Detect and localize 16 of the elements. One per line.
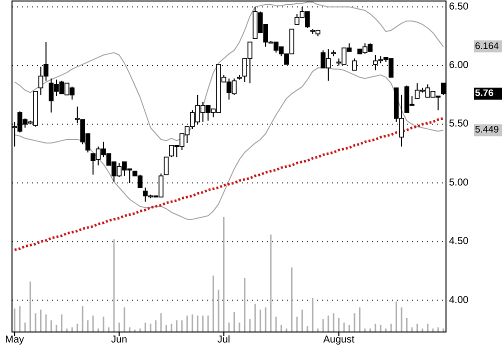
y-tick-label: 6.00 <box>449 60 469 72</box>
y-tick-label: 4.00 <box>449 294 469 306</box>
x-tick-label: August <box>323 334 355 346</box>
y-tick-label: 5.00 <box>449 177 469 188</box>
candlestick <box>164 156 169 176</box>
line-series <box>13 117 445 252</box>
x-tick-label: Jul <box>217 334 230 346</box>
y2-tick-label: 6.164 <box>475 40 499 52</box>
y2-tick-label: 5.449 <box>475 124 499 136</box>
y-tick-label: 5.50 <box>449 118 469 130</box>
x-tick-label: May <box>5 334 24 346</box>
y2-tick-label: 5.76 <box>475 88 494 100</box>
y-tick-label: 6.50 <box>449 1 469 12</box>
candlestick <box>352 58 357 71</box>
y-tick-label: 4.50 <box>449 236 469 248</box>
x-tick-label: Jun <box>111 334 128 346</box>
